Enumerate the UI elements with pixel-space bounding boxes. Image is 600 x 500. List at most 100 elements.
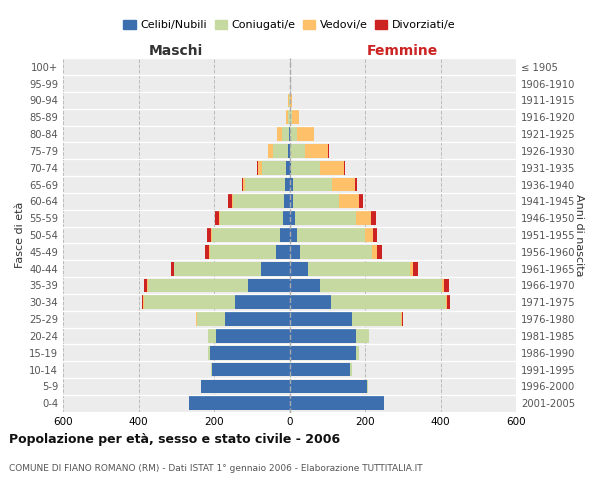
Text: Femmine: Femmine	[367, 44, 439, 59]
Bar	[290, 161, 292, 174]
Bar	[292, 161, 320, 174]
Bar	[235, 296, 290, 309]
Text: COMUNE DI FIANO ROMANO (RM) - Dati ISTAT 1° gennaio 2006 - Elaborazione TUTTITAL: COMUNE DI FIANO ROMANO (RM) - Dati ISTAT…	[9, 464, 422, 473]
Bar	[290, 312, 352, 326]
Bar	[332, 178, 355, 192]
Bar	[201, 380, 290, 394]
Bar	[290, 396, 384, 410]
Bar	[320, 278, 442, 292]
Bar	[290, 245, 300, 258]
Bar	[290, 329, 356, 343]
Bar	[297, 228, 365, 242]
Bar	[365, 228, 373, 242]
Bar	[442, 278, 444, 292]
Bar	[410, 262, 413, 276]
Bar	[286, 110, 287, 124]
Bar	[147, 278, 148, 292]
Bar	[285, 178, 290, 192]
Legend: Celibi/Nubili, Coniugati/e, Vedovi/e, Divorziati/e: Celibi/Nubili, Coniugati/e, Vedovi/e, Di…	[119, 15, 460, 34]
Bar	[215, 212, 219, 225]
Bar	[190, 396, 290, 410]
Bar	[142, 296, 143, 309]
Bar	[208, 329, 216, 343]
Bar	[293, 178, 332, 192]
Bar	[290, 228, 297, 242]
Bar	[446, 296, 447, 309]
Bar	[356, 346, 359, 360]
Bar	[248, 278, 290, 292]
Bar	[373, 228, 377, 242]
Bar	[233, 194, 284, 208]
Bar	[290, 380, 367, 394]
Bar	[212, 228, 280, 242]
Bar	[413, 262, 418, 276]
Bar	[208, 346, 210, 360]
Bar	[290, 278, 320, 292]
Bar	[257, 161, 258, 174]
Bar	[207, 228, 211, 242]
Bar	[290, 262, 308, 276]
Bar	[290, 194, 293, 208]
Bar	[289, 127, 290, 141]
Bar	[210, 245, 276, 258]
Bar	[401, 312, 403, 326]
Bar	[367, 380, 368, 394]
Bar	[262, 161, 286, 174]
Bar	[338, 194, 359, 208]
Bar	[175, 262, 261, 276]
Bar	[290, 110, 292, 124]
Bar	[371, 212, 376, 225]
Text: Maschi: Maschi	[149, 44, 203, 59]
Bar	[258, 161, 262, 174]
Bar	[359, 194, 363, 208]
Bar	[290, 127, 297, 141]
Bar	[300, 245, 372, 258]
Bar	[290, 296, 331, 309]
Bar	[290, 144, 305, 158]
Bar	[286, 161, 290, 174]
Bar	[211, 362, 212, 376]
Bar	[276, 245, 290, 258]
Bar	[261, 262, 290, 276]
Bar	[173, 262, 175, 276]
Bar	[297, 127, 314, 141]
Bar	[210, 346, 290, 360]
Bar	[277, 127, 282, 141]
Bar	[148, 278, 248, 292]
Bar	[292, 110, 299, 124]
Bar	[205, 245, 209, 258]
Bar	[283, 212, 290, 225]
Bar	[197, 312, 226, 326]
Bar	[447, 296, 451, 309]
Bar	[226, 312, 290, 326]
Bar	[290, 362, 350, 376]
Bar	[170, 262, 173, 276]
Bar	[196, 312, 197, 326]
Bar	[143, 296, 144, 309]
Bar	[293, 194, 338, 208]
Bar	[268, 144, 272, 158]
Bar	[444, 278, 449, 292]
Bar	[232, 194, 233, 208]
Bar	[287, 110, 290, 124]
Bar	[220, 212, 283, 225]
Bar	[328, 144, 329, 158]
Bar	[305, 144, 328, 158]
Bar	[290, 212, 295, 225]
Bar	[244, 178, 245, 192]
Bar	[350, 362, 352, 376]
Bar	[290, 178, 293, 192]
Bar	[290, 346, 356, 360]
Bar	[245, 178, 285, 192]
Bar	[289, 94, 290, 108]
Bar	[287, 144, 290, 158]
Bar	[288, 94, 289, 108]
Bar	[209, 245, 210, 258]
Bar	[282, 127, 289, 141]
Bar	[295, 212, 356, 225]
Bar	[212, 362, 290, 376]
Bar	[144, 278, 147, 292]
Bar	[290, 94, 292, 108]
Bar	[344, 161, 345, 174]
Bar	[216, 329, 290, 343]
